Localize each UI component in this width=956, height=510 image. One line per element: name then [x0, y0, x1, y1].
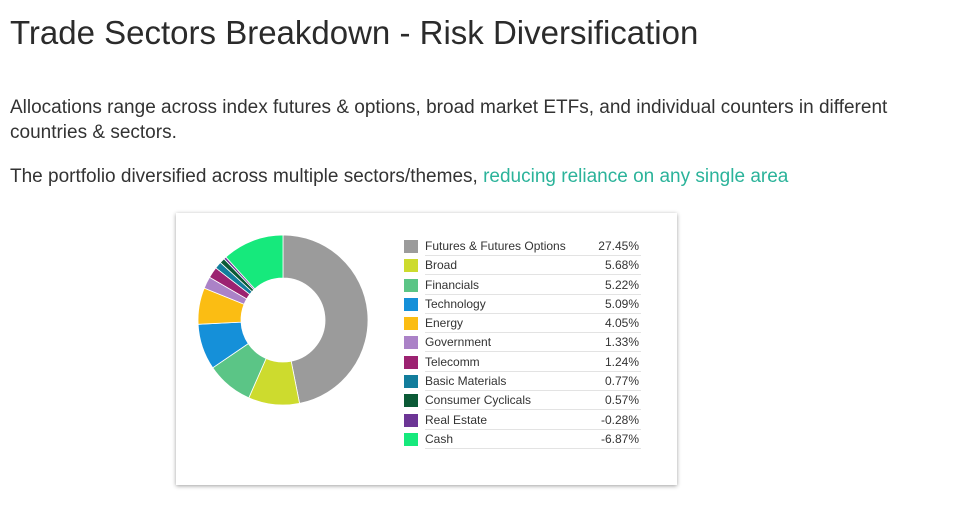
legend-value: 1.24% — [604, 354, 639, 369]
legend-value: 5.09% — [604, 296, 639, 311]
legend-swatch — [404, 240, 418, 253]
allocation-description: Allocations range across index futures &… — [10, 97, 888, 143]
legend-label: Financials 5.22% — [425, 276, 641, 295]
legend-value: 5.68% — [604, 258, 639, 273]
legend-value: 0.77% — [604, 374, 639, 389]
legend-label-text: Government — [425, 335, 492, 350]
legend-swatch — [404, 278, 418, 292]
legend-row: Broad 5.68% — [404, 256, 641, 276]
legend-row: Telecomm 1.24% — [404, 353, 641, 372]
legend-swatch — [404, 432, 418, 446]
legend-row: Cash -6.87% — [404, 430, 641, 449]
legend-row: Consumer Cyclicals 0.57% — [404, 391, 641, 411]
legend-label: Basic Materials 0.77% — [425, 372, 641, 392]
legend-label-text: Financials — [425, 277, 480, 292]
legend-label: Energy 4.05% — [425, 314, 641, 334]
diversification-highlight: reducing reliance on any single area — [483, 166, 789, 187]
legend-value: -0.28% — [600, 412, 639, 427]
legend-label: Real Estate -0.28% — [425, 411, 641, 430]
legend-value: 5.22% — [604, 277, 639, 292]
legend-label-text: Basic Materials — [425, 374, 507, 389]
legend-row: Basic Materials 0.77% — [404, 372, 641, 392]
legend-row: Energy 4.05% — [404, 314, 641, 334]
legend-label-text: Futures & Futures Options — [425, 239, 566, 253]
legend-swatch — [404, 394, 418, 408]
legend-label-text: Cash — [425, 431, 454, 446]
legend-row: Technology 5.09% — [404, 295, 641, 314]
legend-label-text: Technology — [425, 296, 486, 311]
legend-label-text: Broad — [425, 258, 458, 273]
legend-label: Futures & Futures Options 27.45% — [425, 237, 641, 256]
donut-slice-10 — [225, 234, 284, 290]
legend-label: Consumer Cyclicals 0.57% — [425, 391, 641, 411]
sector-donut-chart — [197, 234, 369, 406]
legend-value: 4.05% — [604, 316, 639, 331]
sector-chart-card: Futures & Futures Options 27.45% Broad 5.68… — [176, 213, 677, 485]
legend-label-text: Telecomm — [425, 354, 480, 369]
legend-label-text: Energy — [425, 316, 464, 331]
diversification-text: The portfolio diversified across multipl… — [10, 166, 484, 187]
legend-swatch — [404, 317, 418, 331]
legend-swatch — [404, 297, 418, 311]
legend-row: Financials 5.22% — [404, 276, 641, 295]
legend-label: Technology 5.09% — [425, 295, 641, 314]
donut-slice-0 — [282, 234, 369, 404]
sector-legend: Futures & Futures Options 27.45% Broad 5.68… — [404, 237, 641, 449]
legend-label-text: Real Estate — [425, 412, 488, 427]
legend-value: 0.57% — [604, 393, 639, 408]
legend-swatch — [404, 375, 418, 389]
legend-label: Cash -6.87% — [425, 430, 641, 449]
legend-row: Real Estate -0.28% — [404, 411, 641, 430]
legend-label: Government 1.33% — [425, 333, 641, 353]
legend-swatch — [404, 413, 418, 427]
legend-value: -6.87% — [600, 431, 639, 446]
page-title: Trade Sectors Breakdown - Risk Diversifi… — [10, 14, 699, 51]
diversification-statement: The portfolio diversified across multipl… — [10, 164, 788, 189]
legend-label: Telecomm 1.24% — [425, 353, 641, 372]
legend-swatch — [404, 355, 418, 369]
legend-swatch — [404, 336, 418, 350]
legend-row: Futures & Futures Options 27.45% — [404, 237, 641, 256]
legend-value: 1.33% — [604, 335, 639, 350]
legend-label: Broad 5.68% — [425, 256, 641, 276]
legend-row: Government 1.33% — [404, 333, 641, 353]
legend-value: 27.45% — [598, 239, 639, 253]
legend-label-text: Consumer Cyclicals — [425, 393, 532, 408]
legend-swatch — [404, 259, 418, 273]
